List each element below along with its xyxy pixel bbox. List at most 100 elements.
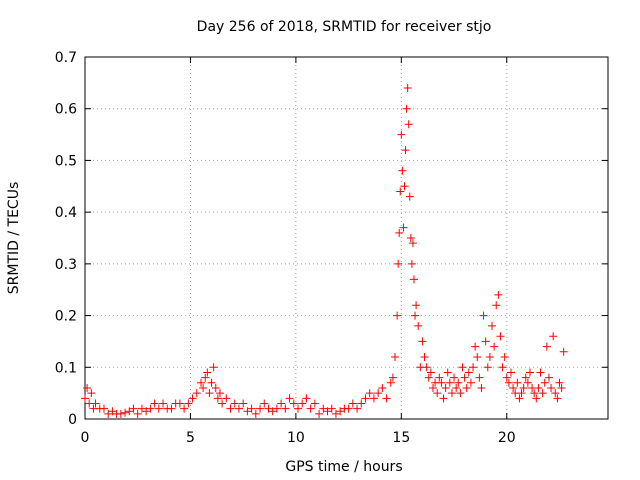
data-point bbox=[391, 352, 400, 361]
data-point bbox=[108, 407, 117, 416]
data-point bbox=[289, 399, 298, 408]
data-point bbox=[353, 404, 362, 413]
data-point bbox=[538, 389, 547, 398]
data-point bbox=[401, 146, 410, 155]
data-point bbox=[369, 394, 378, 403]
data-point bbox=[344, 404, 353, 413]
data-point bbox=[506, 368, 515, 377]
data-point bbox=[192, 389, 201, 398]
data-point bbox=[551, 389, 560, 398]
data-point bbox=[129, 404, 138, 413]
data-point bbox=[247, 404, 256, 413]
data-point bbox=[409, 275, 418, 284]
data-point bbox=[201, 373, 210, 382]
data-point bbox=[536, 368, 545, 377]
data-point bbox=[433, 389, 442, 398]
data-point bbox=[498, 363, 507, 372]
data-point bbox=[553, 394, 562, 403]
data-point bbox=[414, 321, 423, 330]
data-point bbox=[525, 368, 534, 377]
x-tick-label: 10 bbox=[287, 430, 305, 446]
data-point bbox=[488, 321, 497, 330]
y-tick-label: 0.6 bbox=[55, 102, 77, 118]
y-tick-label: 0.5 bbox=[55, 153, 77, 169]
data-point bbox=[534, 383, 543, 392]
data-point bbox=[357, 399, 366, 408]
data-point bbox=[175, 399, 184, 408]
data-point bbox=[547, 383, 556, 392]
data-point bbox=[348, 399, 357, 408]
data-point bbox=[422, 363, 431, 372]
y-tick-label: 0 bbox=[68, 412, 77, 428]
data-point bbox=[406, 234, 415, 242]
data-point bbox=[460, 373, 469, 382]
data-point bbox=[540, 378, 549, 387]
data-point bbox=[203, 368, 212, 377]
x-axis-label: GPS time / hours bbox=[285, 459, 402, 475]
data-point bbox=[393, 311, 402, 320]
data-point bbox=[81, 394, 89, 403]
data-point bbox=[154, 404, 163, 413]
data-point bbox=[196, 378, 205, 387]
data-point bbox=[394, 259, 403, 268]
data-point bbox=[336, 407, 345, 416]
data-point bbox=[397, 130, 406, 139]
data-point bbox=[104, 409, 113, 418]
data-point bbox=[559, 347, 568, 356]
data-point bbox=[133, 409, 142, 418]
data-point bbox=[298, 399, 307, 408]
data-point bbox=[400, 182, 409, 191]
data-point bbox=[218, 399, 227, 408]
data-point bbox=[509, 383, 518, 392]
data-point bbox=[411, 311, 420, 320]
data-point bbox=[396, 187, 405, 196]
data-point bbox=[146, 404, 155, 413]
y-tick-label: 0.4 bbox=[55, 205, 77, 221]
data-point bbox=[199, 383, 208, 392]
data-point bbox=[454, 378, 463, 387]
data-point bbox=[445, 378, 454, 387]
data-point bbox=[479, 311, 488, 320]
data-point bbox=[523, 378, 532, 387]
data-point bbox=[408, 239, 417, 248]
data-point bbox=[428, 383, 437, 392]
data-point bbox=[450, 373, 459, 382]
data-point bbox=[251, 409, 260, 418]
data-point bbox=[544, 373, 553, 382]
data-point bbox=[293, 404, 302, 413]
data-point bbox=[331, 409, 340, 418]
data-point bbox=[519, 383, 528, 392]
y-tick-label: 0.1 bbox=[55, 360, 77, 376]
data-point bbox=[281, 404, 290, 413]
data-point bbox=[437, 378, 446, 387]
data-point bbox=[323, 407, 332, 416]
data-point bbox=[439, 394, 448, 403]
data-point bbox=[500, 352, 509, 361]
data-point bbox=[239, 399, 248, 408]
y-tick-label: 0.7 bbox=[55, 50, 77, 66]
x-tick-label: 5 bbox=[186, 430, 195, 446]
data-point bbox=[466, 378, 475, 387]
data-point bbox=[365, 389, 374, 398]
data-point bbox=[515, 394, 524, 403]
data-point bbox=[285, 394, 294, 403]
data-point bbox=[188, 394, 197, 403]
data-point bbox=[447, 389, 456, 398]
data-point bbox=[464, 368, 473, 377]
y-tick-label: 0.3 bbox=[55, 257, 77, 273]
data-point bbox=[403, 84, 412, 93]
chart-title: Day 256 of 2018, SRMTID for receiver stj… bbox=[197, 19, 492, 35]
data-point bbox=[395, 228, 404, 237]
data-point bbox=[211, 383, 220, 392]
data-point bbox=[121, 408, 130, 417]
data-point bbox=[180, 404, 189, 413]
data-point bbox=[418, 337, 427, 346]
data-point bbox=[319, 404, 328, 413]
data-point bbox=[485, 352, 494, 361]
data-point bbox=[530, 389, 539, 398]
data-point bbox=[481, 337, 490, 346]
data-point bbox=[492, 301, 501, 310]
data-point bbox=[260, 399, 269, 408]
